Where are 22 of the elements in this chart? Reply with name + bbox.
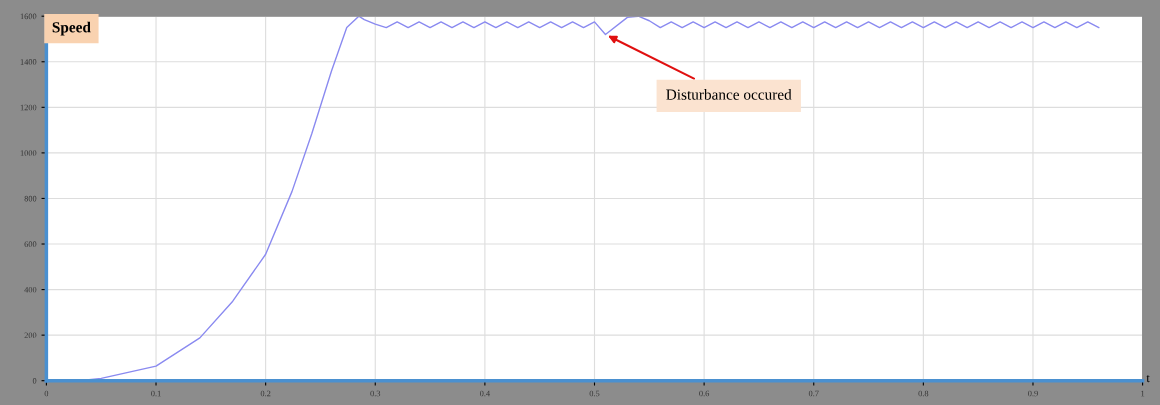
annotation: Disturbance occured — [666, 89, 792, 100]
x-tick-label: 0.9 — [1028, 390, 1038, 397]
x-tick-label: 0 — [44, 390, 49, 397]
x-axis-title: t — [1146, 375, 1150, 383]
x-tick-label: 0.5 — [589, 390, 600, 397]
x-tick-label: 0.2 — [260, 390, 271, 397]
y-tick-label: 0 — [32, 378, 37, 384]
y-tick-label: 1000 — [20, 150, 37, 156]
y-tick-label: 200 — [24, 332, 37, 339]
chart-title: Speed — [52, 21, 91, 36]
y-tick-label: 800 — [24, 195, 37, 202]
x-tick-label: 1 — [1141, 390, 1145, 397]
x-tick-label: 0.3 — [370, 390, 381, 397]
x-tick-label: 0.4 — [479, 390, 490, 397]
x-tick-label: 0.6 — [699, 390, 710, 397]
y-tick-label: 1200 — [20, 104, 37, 111]
x-tick-label: 0.7 — [808, 390, 819, 397]
x-tick-label: 0.1 — [151, 390, 161, 397]
y-tick-label: 1600 — [20, 13, 37, 20]
y-tick-label: 1400 — [20, 59, 37, 65]
x-tick-label: 0.8 — [918, 390, 929, 397]
y-tick-label: 600 — [24, 241, 37, 247]
